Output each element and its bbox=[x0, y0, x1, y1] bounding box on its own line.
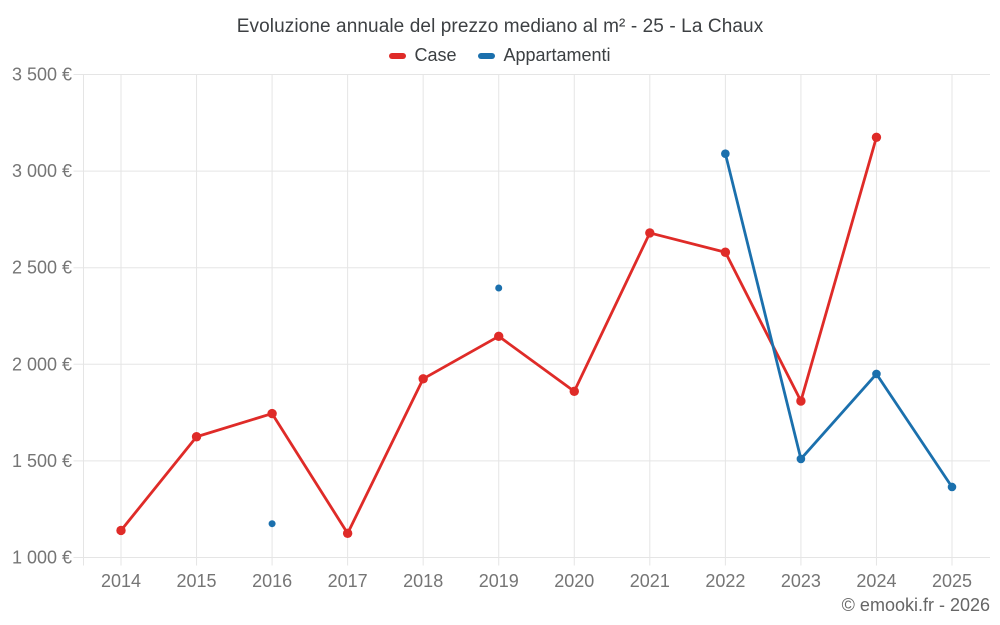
appartamenti-series-swatch-icon bbox=[478, 52, 496, 59]
point-appartamenti-2025 bbox=[947, 482, 957, 492]
point-appartamenti-2024 bbox=[872, 369, 881, 379]
y-tick-label: 1 500 € bbox=[12, 451, 72, 471]
x-tick-label: 2016 bbox=[252, 571, 292, 591]
x-tick-label: 2015 bbox=[177, 571, 217, 591]
x-tick-label: 2024 bbox=[856, 571, 896, 591]
y-tick-label: 3 000 € bbox=[12, 161, 72, 181]
point-case-2016 bbox=[267, 408, 277, 419]
legend-item-case[interactable]: Case bbox=[389, 45, 456, 66]
legend-item-appartamenti[interactable]: Appartamenti bbox=[478, 45, 611, 66]
x-tick-label: 2019 bbox=[479, 571, 519, 591]
x-tick-label: 2023 bbox=[781, 571, 821, 591]
x-tick-label: 2014 bbox=[101, 571, 141, 591]
point-case-2020 bbox=[569, 386, 579, 397]
legend-label-appartamenti: Appartamenti bbox=[503, 45, 611, 65]
legend: Case Appartamenti bbox=[0, 45, 1000, 66]
y-tick-label: 2 000 € bbox=[12, 354, 72, 374]
chart-title: Evoluzione annuale del prezzo mediano al… bbox=[236, 16, 764, 37]
x-tick-label: 2022 bbox=[705, 571, 745, 591]
case-series-swatch-icon bbox=[389, 52, 407, 59]
x-tick-label: 2017 bbox=[328, 571, 368, 591]
x-tick-label: 2020 bbox=[554, 571, 594, 591]
point-case-2023 bbox=[796, 396, 806, 406]
point-appartamenti-2019 bbox=[495, 284, 503, 292]
point-case-2024 bbox=[871, 132, 882, 142]
credit-link[interactable]: © emooki.fr - 2026 bbox=[841, 595, 990, 615]
point-appartamenti-2023 bbox=[796, 454, 806, 464]
point-case-2017 bbox=[342, 528, 353, 539]
point-appartamenti-2016 bbox=[268, 520, 276, 528]
point-case-2021 bbox=[645, 228, 655, 238]
point-case-2019 bbox=[494, 331, 504, 341]
y-tick-label: 2 500 € bbox=[12, 258, 72, 278]
x-tick-label: 2025 bbox=[932, 571, 972, 591]
point-appartamenti-2022 bbox=[721, 149, 730, 159]
legend-label-case: Case bbox=[414, 45, 457, 65]
x-tick-label: 2021 bbox=[630, 571, 670, 591]
y-tick-label: 3 500 € bbox=[12, 65, 72, 85]
point-case-2015 bbox=[191, 432, 202, 442]
point-case-2014 bbox=[116, 525, 126, 536]
y-tick-label: 1 000 € bbox=[12, 548, 72, 568]
x-tick-label: 2018 bbox=[403, 571, 443, 591]
series-line-appartamenti bbox=[723, 152, 954, 489]
point-case-2018 bbox=[418, 374, 428, 384]
point-case-2022 bbox=[720, 247, 731, 257]
